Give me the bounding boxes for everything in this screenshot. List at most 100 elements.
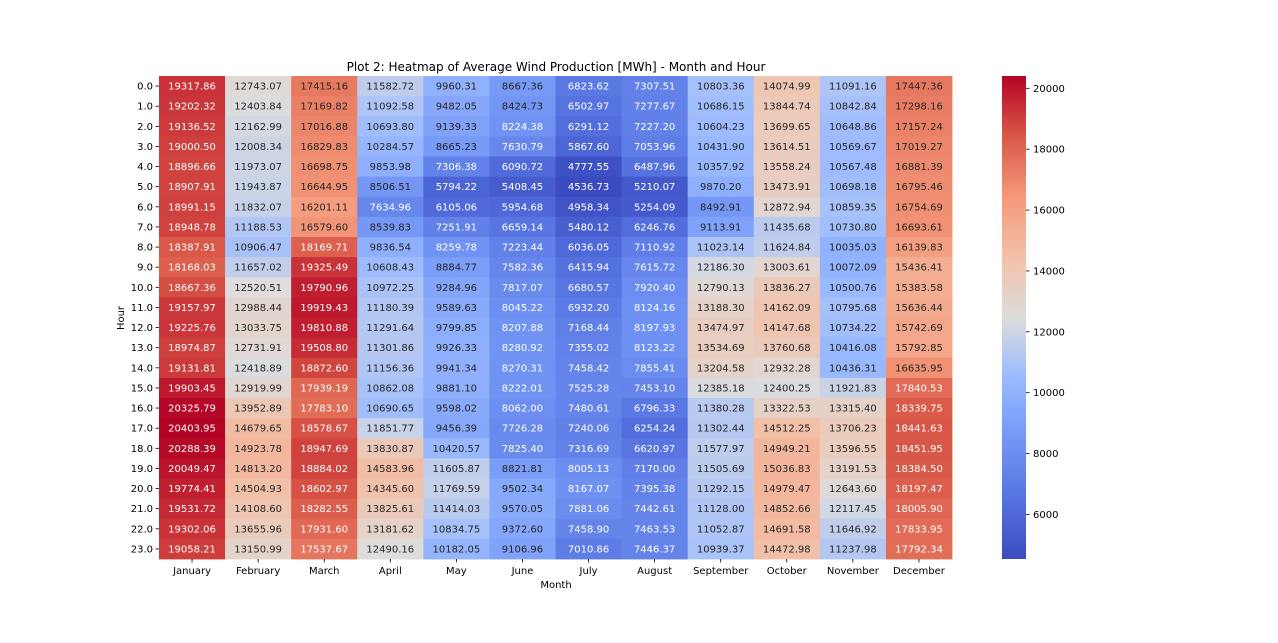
heatmap-cell [225, 237, 292, 258]
heatmap-cell-label: 7480.61 [568, 404, 609, 415]
heatmap-cell-label: 8280.92 [502, 343, 543, 354]
heatmap-cell [753, 357, 821, 379]
heatmap-cell [291, 277, 358, 298]
heatmap-cell-label: 7170.00 [634, 464, 675, 475]
heatmap-cell [621, 337, 689, 359]
heatmap-cell [291, 337, 358, 359]
y-axis-ticks: 0.0 1.0 2.0 3.0 4.0 5.0 6.0 7.0 8.0 9.0 10.0 11.0 12… [131, 82, 159, 555]
heatmap-cell [489, 196, 556, 218]
heatmap-cell [621, 317, 689, 339]
y-tick-label: 1.0 [137, 102, 153, 113]
heatmap-cell-label: 5254.09 [634, 202, 675, 213]
heatmap-cell-label: 10357.92 [697, 162, 745, 173]
heatmap-cell [687, 176, 755, 198]
heatmap-cell [423, 398, 490, 419]
colorbar-tick-label: 20000 [1033, 84, 1065, 95]
heatmap-cell [885, 317, 953, 339]
heatmap-cell-label: 7277.67 [634, 102, 675, 113]
heatmap-cell-label: 14949.21 [763, 444, 811, 455]
heatmap-cell [159, 458, 226, 479]
heatmap-cell-label: 19302.06 [168, 524, 216, 535]
heatmap-cell [225, 357, 292, 379]
heatmap-cell-labels: 19317.86 12743.07 17415.16 11582.72 9960.31 8… [168, 82, 943, 556]
heatmap-cell-label: 18387.91 [168, 243, 216, 254]
heatmap-cell-label: 8123.22 [634, 343, 675, 354]
heatmap-cell [489, 518, 556, 540]
heatmap-cell [819, 337, 887, 359]
heatmap-cell-label: 9106.96 [502, 544, 543, 555]
heatmap-cell-label: 12385.18 [697, 383, 745, 394]
heatmap-cell [687, 116, 755, 137]
heatmap-cell [423, 377, 490, 399]
heatmap-cell-label: 19508.80 [300, 343, 348, 354]
heatmap-cell-label: 10803.36 [697, 82, 745, 93]
heatmap-cell-label: 9502.34 [502, 484, 543, 495]
heatmap-cell [753, 438, 821, 459]
heatmap-cell [489, 116, 556, 137]
heatmap-cell-label: 19531.72 [168, 504, 216, 515]
heatmap-cell-label: 15792.85 [895, 343, 943, 354]
heatmap-cell [357, 297, 424, 318]
heatmap-cell [423, 136, 490, 157]
heatmap-cell [159, 317, 226, 339]
heatmap-cell-label: 10608.43 [366, 263, 414, 274]
heatmap-cell-label: 13150.99 [234, 544, 282, 555]
heatmap-cell-label: 9881.10 [436, 383, 477, 394]
heatmap-cell [885, 277, 953, 298]
heatmap-cell-label: 7240.06 [568, 424, 609, 435]
heatmap-cell [687, 216, 755, 238]
heatmap-cell [159, 196, 226, 218]
heatmap-cell [357, 357, 424, 379]
heatmap-cell-label: 14345.60 [366, 484, 414, 495]
heatmap-cell [225, 337, 292, 359]
heatmap-cell [225, 196, 292, 218]
heatmap-cell-label: 7306.38 [436, 162, 477, 173]
heatmap-cell-label: 8821.81 [502, 464, 543, 475]
heatmap-cell-label: 6090.72 [502, 162, 543, 173]
heatmap-cell [357, 76, 424, 97]
heatmap-cell-label: 7525.28 [568, 383, 609, 394]
heatmap-cell-label: 14852.66 [763, 504, 811, 515]
heatmap-cell-label: 11582.72 [366, 82, 414, 93]
heatmap-cell [753, 317, 821, 339]
heatmap-cell [357, 277, 424, 298]
heatmap-cell [621, 438, 689, 459]
heatmap-cell [225, 438, 292, 459]
heatmap-cell [885, 498, 953, 520]
heatmap-cell [555, 136, 622, 157]
x-tick-label: June [511, 566, 534, 577]
heatmap-cell-label: 10416.08 [829, 343, 877, 354]
heatmap-cell [489, 478, 556, 500]
heatmap-cell-label: 16635.95 [895, 363, 943, 374]
heatmap-cell-label: 8045.22 [502, 303, 543, 314]
heatmap-cell-label: 12743.07 [234, 82, 282, 93]
heatmap-cell [489, 498, 556, 520]
heatmap-cell-label: 7582.36 [502, 263, 543, 274]
heatmap-cell-label: 18991.15 [168, 202, 216, 213]
heatmap-cell [159, 498, 226, 520]
heatmap-cell [885, 357, 953, 379]
heatmap-cell-label: 4536.73 [568, 182, 609, 193]
heatmap-cell [159, 257, 226, 278]
chart-title: Plot 2: Heatmap of Average Wind Producti… [347, 60, 766, 74]
y-tick-label: 22.0 [131, 524, 153, 535]
heatmap-cell-label: 11414.03 [433, 504, 481, 515]
heatmap-cell [555, 297, 622, 318]
heatmap-cell-label: 18948.78 [168, 222, 216, 233]
heatmap-cell-label: 10436.31 [829, 363, 877, 374]
heatmap-cell-label: 6932.20 [568, 303, 609, 314]
heatmap-cell [489, 297, 556, 318]
heatmap-cell [753, 297, 821, 318]
heatmap-cell [687, 398, 755, 419]
heatmap-cell [357, 518, 424, 540]
heatmap-cell [885, 518, 953, 540]
heatmap-cell-label: 19317.86 [168, 82, 216, 93]
heatmap-cell-label: 8270.31 [502, 363, 543, 374]
heatmap-cell [753, 538, 821, 560]
heatmap-cell [687, 418, 755, 439]
heatmap-cell-label: 17783.10 [300, 404, 348, 415]
heatmap-cell-label: 17157.24 [895, 122, 943, 133]
heatmap-cell-label: 11302.44 [697, 424, 745, 435]
heatmap-cell-label: 11605.87 [433, 464, 481, 475]
heatmap-cell-label: 7251.91 [436, 222, 477, 233]
